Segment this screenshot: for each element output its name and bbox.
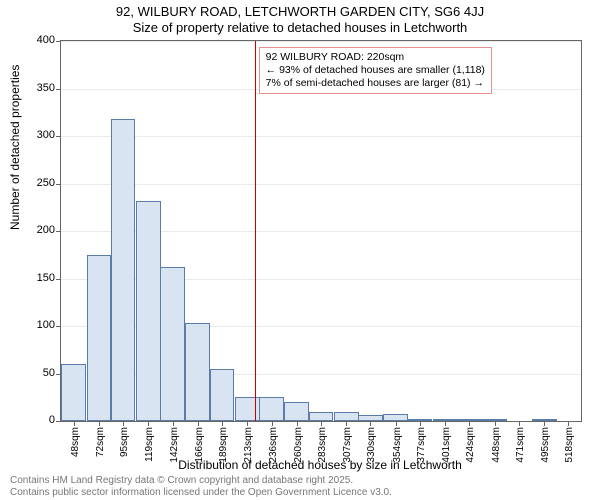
x-tick-label: 95sqm — [119, 427, 130, 457]
x-tick-label: 283sqm — [317, 427, 328, 463]
histogram-bar — [235, 397, 260, 421]
chart-container: 92, WILBURY ROAD, LETCHWORTH GARDEN CITY… — [0, 0, 600, 500]
x-tick — [519, 421, 520, 426]
x-tick — [247, 421, 248, 426]
x-tick — [445, 421, 446, 426]
x-tick-label: 377sqm — [416, 427, 427, 463]
x-tick-label: 213sqm — [243, 427, 254, 463]
histogram-bar — [259, 397, 284, 421]
y-gridline — [61, 184, 581, 185]
histogram-bar — [210, 369, 235, 421]
footer-line2: Contains public sector information licen… — [10, 487, 392, 499]
y-gridline — [61, 41, 581, 42]
x-tick — [198, 421, 199, 426]
y-tick-label: 350 — [25, 82, 55, 94]
x-tick — [297, 421, 298, 426]
histogram-bar — [111, 119, 136, 421]
x-tick — [346, 421, 347, 426]
x-tick — [272, 421, 273, 426]
footer-line1: Contains HM Land Registry data © Crown c… — [10, 475, 392, 487]
y-tick-label: 200 — [25, 224, 55, 236]
x-tick — [148, 421, 149, 426]
annotation-line2: ← 93% of detached houses are smaller (1,… — [266, 64, 485, 77]
title-line1: 92, WILBURY ROAD, LETCHWORTH GARDEN CITY… — [0, 4, 600, 19]
x-tick — [396, 421, 397, 426]
y-tick-label: 300 — [25, 129, 55, 141]
x-tick-label: 448sqm — [491, 427, 502, 463]
x-tick-label: 119sqm — [144, 427, 155, 462]
x-tick-label: 330sqm — [366, 427, 377, 463]
histogram-bar — [334, 412, 359, 421]
x-tick — [568, 421, 569, 426]
x-tick-label: 260sqm — [293, 427, 304, 463]
x-tick — [495, 421, 496, 426]
histogram-bar — [87, 255, 112, 421]
plot-area: 92 WILBURY ROAD: 220sqm← 93% of detached… — [60, 40, 582, 422]
x-tick-label: 518sqm — [564, 427, 575, 463]
histogram-bar — [383, 414, 408, 421]
histogram-bar — [309, 412, 334, 422]
y-tick-label: 250 — [25, 177, 55, 189]
x-tick — [321, 421, 322, 426]
x-tick-label: 48sqm — [70, 427, 81, 457]
x-tick-label: 166sqm — [194, 427, 205, 463]
annotation-line1: 92 WILBURY ROAD: 220sqm — [266, 51, 485, 64]
x-tick — [74, 421, 75, 426]
y-gridline — [61, 136, 581, 137]
histogram-bar — [61, 364, 86, 421]
y-tick-label: 50 — [25, 367, 55, 379]
title-line2: Size of property relative to detached ho… — [0, 20, 600, 35]
y-tick — [56, 421, 61, 422]
x-tick-label: 236sqm — [268, 427, 279, 463]
x-tick — [222, 421, 223, 426]
y-tick-label: 150 — [25, 272, 55, 284]
footer-attribution: Contains HM Land Registry data © Crown c… — [10, 475, 392, 498]
x-tick-label: 495sqm — [540, 427, 551, 463]
histogram-bar — [136, 201, 161, 421]
x-tick-label: 401sqm — [441, 427, 452, 463]
histogram-bar — [284, 402, 309, 421]
x-tick — [173, 421, 174, 426]
annotation-line3: 7% of semi-detached houses are larger (8… — [266, 77, 485, 90]
x-tick — [370, 421, 371, 426]
reference-line — [255, 41, 256, 421]
x-tick-label: 354sqm — [392, 427, 403, 463]
y-axis-label: Number of detached properties — [8, 65, 22, 230]
x-tick — [123, 421, 124, 426]
x-tick-label: 424sqm — [465, 427, 476, 463]
y-tick-label: 400 — [25, 34, 55, 46]
histogram-bar — [160, 267, 185, 421]
x-tick-label: 307sqm — [342, 427, 353, 463]
histogram-bar — [185, 323, 210, 421]
x-tick-label: 471sqm — [515, 427, 526, 463]
annotation-box: 92 WILBURY ROAD: 220sqm← 93% of detached… — [259, 47, 492, 94]
y-tick-label: 0 — [25, 414, 55, 426]
x-tick — [469, 421, 470, 426]
x-tick-label: 142sqm — [169, 427, 180, 463]
y-tick-label: 100 — [25, 319, 55, 331]
x-tick — [544, 421, 545, 426]
x-tick — [420, 421, 421, 426]
x-tick-label: 72sqm — [95, 427, 106, 457]
x-tick-label: 189sqm — [218, 427, 229, 463]
x-tick — [99, 421, 100, 426]
